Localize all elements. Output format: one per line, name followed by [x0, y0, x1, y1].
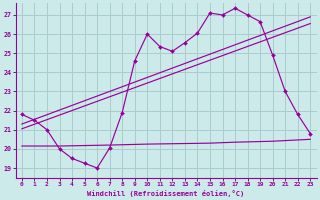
X-axis label: Windchill (Refroidissement éolien,°C): Windchill (Refroidissement éolien,°C) — [87, 190, 245, 197]
